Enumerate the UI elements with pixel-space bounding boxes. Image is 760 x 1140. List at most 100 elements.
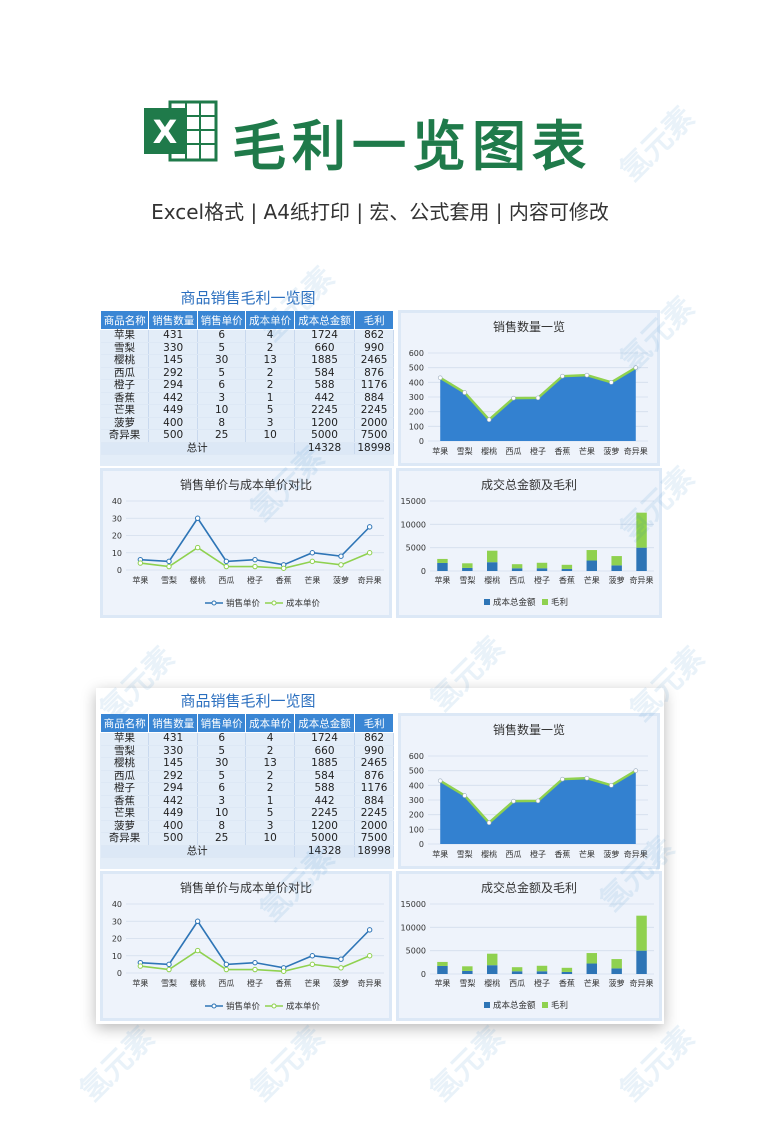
data-point	[511, 798, 516, 804]
table-cell: 449	[148, 807, 198, 821]
y-tick-label: 200	[409, 408, 424, 417]
x-tick-label: 橙子	[534, 575, 550, 585]
legend-swatch	[484, 599, 490, 605]
table-cell: 990	[354, 745, 394, 758]
data-point	[252, 966, 258, 973]
price-chart-panel: 销售单价与成本单价对比 0 10 20 30 40 苹果 雪梨 樱桃 西瓜 橙子 香蕉 芒果 菠萝 奇异果…	[100, 468, 392, 618]
data-point	[280, 968, 287, 974]
data-point	[338, 562, 344, 568]
table-cell: 雪梨	[100, 342, 150, 355]
table-cell: 芒果	[100, 404, 150, 418]
bar-segment	[462, 567, 473, 571]
table-row: 雪梨 330 5 2 660 990	[100, 342, 394, 355]
x-tick-label: 苹果	[432, 849, 448, 859]
x-tick-label: 菠萝	[333, 978, 349, 988]
x-tick-label: 奇异果	[624, 849, 648, 859]
legend-label: 成本单价	[286, 1001, 321, 1012]
bar-segment	[536, 562, 548, 569]
bar-segment	[511, 971, 523, 974]
data-point	[609, 380, 614, 385]
bar-segment	[486, 550, 498, 563]
y-tick-label: 10	[112, 952, 122, 961]
quantity-chart-panel: 销售数量一览 0 100 200 300 400 500 600 苹果 雪梨 樱桃 西瓜 橙子 香蕉 芒果…	[398, 310, 660, 466]
bar-segment	[437, 562, 448, 571]
table-cell: 884	[354, 392, 394, 405]
table-cell: 5	[245, 807, 295, 821]
table-cell: 7500	[354, 429, 394, 443]
table-row: 芒果 449 10 5 2245 2245	[100, 404, 394, 418]
table-cell: 2245	[354, 404, 394, 418]
y-tick-label: 0	[419, 437, 424, 446]
x-tick-label: 樱桃	[190, 575, 206, 585]
table-row: 菠萝 400 8 3 1200 2000	[100, 820, 394, 833]
table-cell: 3	[197, 795, 247, 808]
data-point	[252, 556, 258, 563]
table-cell: 西瓜	[100, 367, 150, 380]
table-cell: 1200	[294, 417, 356, 430]
page-subtitle: Excel格式 | A4纸打印 | 宏、公式套用 | 内容可修改	[151, 200, 609, 224]
table-cell: 588	[294, 782, 356, 796]
y-tick-label: 500	[409, 767, 424, 776]
table-cell: 2245	[294, 807, 356, 821]
table-cell: 奇异果	[100, 429, 150, 443]
data-point	[223, 966, 230, 973]
y-tick-label: 20	[112, 935, 122, 944]
y-tick-label: 200	[409, 811, 424, 820]
sales-table: 商品名称 销售数量 销售单价 成本单价 成本总金额 毛利 苹果 431 6 4 1724 862 雪梨 3…	[99, 310, 394, 455]
data-point	[309, 550, 316, 556]
total-label: 总计	[100, 845, 295, 858]
legend-swatch	[542, 1002, 548, 1008]
table-cell: 1200	[294, 820, 356, 833]
bar-segment	[561, 568, 573, 571]
x-tick-label: 奇异果	[358, 978, 382, 988]
area-fill	[440, 367, 636, 441]
legend-label: 成本总金额	[493, 1000, 536, 1011]
amount-chart-title: 成交总金额及毛利	[480, 881, 577, 895]
bar-segment	[486, 562, 498, 571]
y-tick-label: 400	[409, 378, 424, 387]
column-header: 商品名称	[99, 713, 150, 733]
watermark-text: 氢元素	[243, 1020, 332, 1109]
table-cell: 13	[245, 757, 295, 771]
quantity-area-chart: 0 100 200 300 400 500 600 苹果 雪梨 樱桃 西瓜 橙子 香蕉 芒果 菠萝 奇异果	[409, 349, 648, 456]
x-tick-label: 雪梨	[457, 849, 473, 859]
y-tick-label: 600	[409, 349, 424, 358]
price-chart-panel: 销售单价与成本单价对比 0 10 20 30 40 苹果 雪梨 樱桃 西瓜 橙子 香蕉 芒果 菠萝 奇异果…	[100, 871, 392, 1021]
x-tick-label: 苹果	[434, 978, 450, 988]
svg-text:X: X	[153, 113, 178, 151]
table-cell: 13	[245, 354, 295, 368]
table-cell: 1724	[294, 732, 356, 746]
table-cell: 1885	[294, 757, 356, 771]
table-cell: 橙子	[100, 782, 150, 796]
total-row: 总计 14328 18998	[100, 442, 394, 455]
quantity-chart-title: 销售数量一览	[492, 723, 565, 737]
table-row: 西瓜 292 5 2 584 876	[100, 770, 394, 783]
x-tick-label: 芒果	[304, 978, 320, 988]
table-cell: 苹果	[100, 329, 150, 343]
table-cell: 香蕉	[100, 795, 150, 808]
watermark-text: 氢元素	[423, 1020, 512, 1109]
y-tick-label: 10	[112, 549, 122, 558]
table-cell: 菠萝	[100, 417, 150, 430]
total-cost: 14328	[294, 442, 356, 455]
table-cell: 431	[148, 732, 198, 746]
table-cell: 2	[245, 745, 295, 758]
table-cell: 30	[197, 757, 247, 771]
table-cell: 1724	[294, 329, 356, 343]
data-point	[252, 959, 258, 966]
table-cell: 442	[294, 795, 356, 808]
table-cell: 30	[197, 354, 247, 368]
y-tick-label: 600	[409, 752, 424, 761]
table-cell: 2	[245, 770, 295, 783]
x-tick-label: 西瓜	[506, 447, 522, 456]
table-row: 苹果 431 6 4 1724 862	[100, 732, 394, 746]
table-cell: 4	[245, 329, 295, 343]
data-point	[223, 563, 230, 570]
table-cell: 5	[197, 342, 247, 355]
y-tick-label: 10000	[401, 923, 426, 932]
x-tick-label: 樱桃	[484, 575, 500, 585]
price-chart-title: 销售单价与成本单价对比	[179, 881, 312, 895]
table-cell: 芒果	[100, 807, 150, 821]
data-point	[223, 961, 230, 968]
legend-swatch	[542, 599, 548, 605]
